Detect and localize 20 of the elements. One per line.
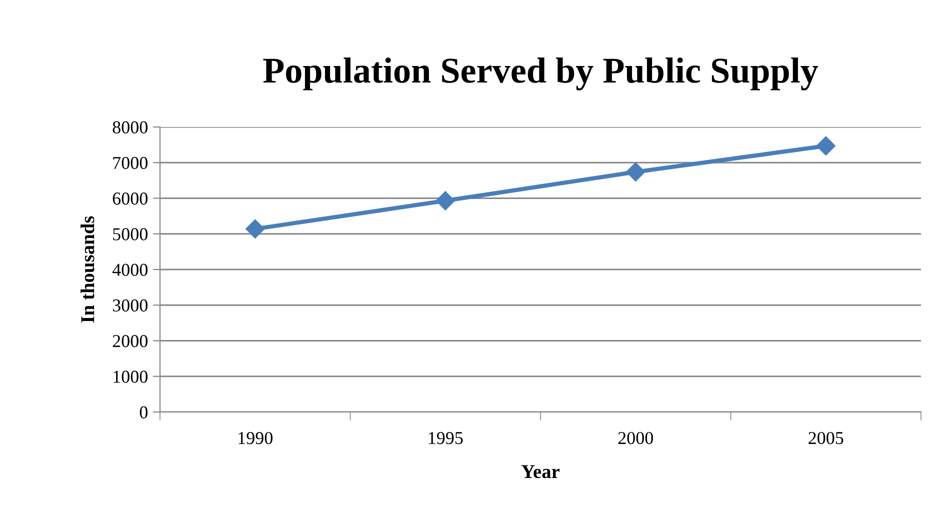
y-tick-label: 4000 xyxy=(112,264,148,276)
y-axis-title: In thousands xyxy=(80,216,94,323)
y-tick-label: 2000 xyxy=(112,335,148,348)
x-tick-label: 2000 xyxy=(618,432,653,444)
y-tick-label: 8000 xyxy=(112,121,148,134)
y-tick-label: 3000 xyxy=(112,299,148,312)
x-axis-title: Year xyxy=(521,465,560,478)
x-tick-label: 1990 xyxy=(238,432,272,444)
y-tick-label: 5000 xyxy=(113,228,148,240)
y-tick-label: 0 xyxy=(140,406,148,418)
point xyxy=(626,162,646,182)
point xyxy=(816,136,836,156)
y-tick-label: 6000 xyxy=(112,192,148,205)
point xyxy=(436,191,455,210)
y-tick-label: 1000 xyxy=(114,370,148,383)
point xyxy=(246,219,265,238)
chart-title: Population Served by Public Supply xyxy=(263,58,818,90)
x-tick-label: 1995 xyxy=(428,432,463,444)
y-tick-label: 7000 xyxy=(113,156,148,170)
x-tick-label: 2005 xyxy=(808,432,844,444)
